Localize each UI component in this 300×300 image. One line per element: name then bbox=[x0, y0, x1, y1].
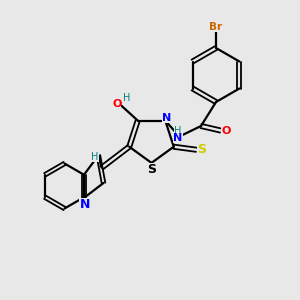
Text: O: O bbox=[221, 125, 231, 136]
Text: S: S bbox=[197, 143, 206, 156]
Text: H: H bbox=[174, 126, 181, 136]
Text: N: N bbox=[173, 133, 182, 143]
Text: N: N bbox=[162, 112, 171, 123]
Text: H: H bbox=[92, 152, 99, 162]
Text: Br: Br bbox=[209, 22, 223, 32]
Text: N: N bbox=[80, 197, 90, 211]
Text: H: H bbox=[123, 93, 130, 103]
Text: O: O bbox=[112, 99, 122, 109]
Text: S: S bbox=[147, 163, 156, 176]
